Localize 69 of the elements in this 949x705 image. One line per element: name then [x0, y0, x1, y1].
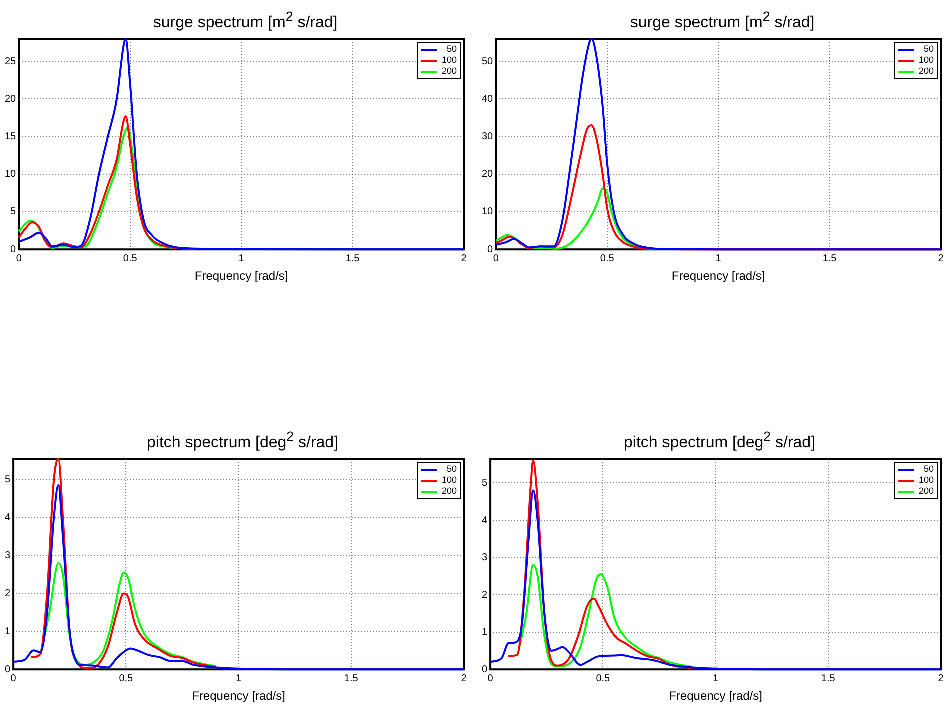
y-tick-label: 3 [5, 550, 11, 562]
legend-label: 50 [922, 44, 934, 55]
x-tick-label: 2 [461, 253, 468, 264]
legend-label: 100 [441, 55, 457, 66]
y-tick-label: 1 [482, 627, 488, 638]
y-tick-label: 10 [5, 169, 17, 180]
y-tick-label: 2 [482, 590, 488, 601]
x-tick-label: 0.5 [596, 673, 611, 684]
chart-title: surge spectrum [m$^{2}$ s/rad] [152, 8, 339, 32]
line-series [18, 126, 176, 250]
line-series [30, 458, 218, 670]
y-tick-label: 30 [482, 132, 494, 143]
y-tick-label: 5 [5, 474, 11, 486]
y-tick-label: 4 [5, 512, 11, 524]
y-tick-label: 10 [482, 206, 494, 218]
y-tick-label: 0 [5, 664, 11, 676]
y-tick-label: 0 [10, 244, 17, 256]
x-axis-title: Frequency [rad/s] [669, 689, 762, 704]
legend-label: 100 [918, 475, 934, 486]
y-tick-label: 0 [482, 664, 488, 676]
y-tick-label: 50 [482, 56, 494, 68]
line-series [12, 484, 465, 671]
y-tick-label: 1 [5, 626, 11, 638]
legend-label: 200 [918, 486, 934, 497]
y-tick-label: 4 [482, 515, 488, 526]
legend-label: 50 [922, 464, 934, 475]
line-series [495, 38, 942, 251]
line-series [490, 490, 942, 671]
y-tick-label: 5 [482, 478, 488, 489]
x-axis-title: Frequency [rad/s] [672, 269, 766, 284]
line-series [516, 564, 694, 668]
x-axis-title: Frequency [rad/s] [192, 689, 286, 704]
x-tick-label: 1.5 [346, 253, 360, 264]
x-tick-label: 0.5 [119, 673, 134, 684]
legend-label: 200 [441, 486, 457, 497]
x-axis-title: Frequency [rad/s] [194, 269, 288, 284]
y-tick-label: 25 [5, 56, 17, 68]
y-tick-label: 2 [5, 588, 11, 600]
y-tick-label: 3 [482, 552, 488, 564]
x-tick-label: 0.5 [600, 253, 615, 264]
legend-label: 50 [446, 44, 457, 55]
x-tick-label: 1 [713, 673, 719, 684]
legend-label: 50 [446, 464, 457, 475]
legend-label: 200 [441, 66, 457, 77]
line-series [40, 562, 218, 668]
y-tick-label: 5 [10, 206, 17, 218]
legend-label: 200 [918, 66, 934, 77]
x-tick-label: 2 [938, 673, 944, 684]
y-tick-label: 20 [482, 169, 494, 180]
legend-label: 100 [441, 475, 457, 486]
x-tick-label: 1.5 [822, 253, 838, 264]
x-tick-label: 2 [938, 253, 944, 264]
y-tick-label: 40 [482, 94, 494, 105]
legend-label: 100 [918, 55, 934, 66]
x-tick-label: 1.5 [821, 673, 836, 684]
x-tick-label: 1 [236, 673, 242, 684]
chart-title: pitch spectrum [deg$^{2}$ s/rad] [623, 428, 817, 452]
x-tick-label: 2 [461, 673, 468, 684]
x-tick-label: 1 [238, 253, 245, 264]
y-tick-label: 20 [5, 94, 17, 105]
y-tick-label: 0 [488, 244, 494, 256]
y-tick-label: 15 [5, 132, 17, 143]
x-tick-label: 1 [716, 253, 722, 264]
line-series [18, 38, 465, 251]
line-series [508, 460, 694, 670]
x-tick-label: 0.5 [123, 253, 138, 264]
x-tick-label: 1.5 [344, 673, 359, 684]
chart-title: surge spectrum [m$^{2}$ s/rad] [629, 8, 816, 32]
chart-title: pitch spectrum [deg$^{2}$ s/rad] [146, 428, 340, 452]
